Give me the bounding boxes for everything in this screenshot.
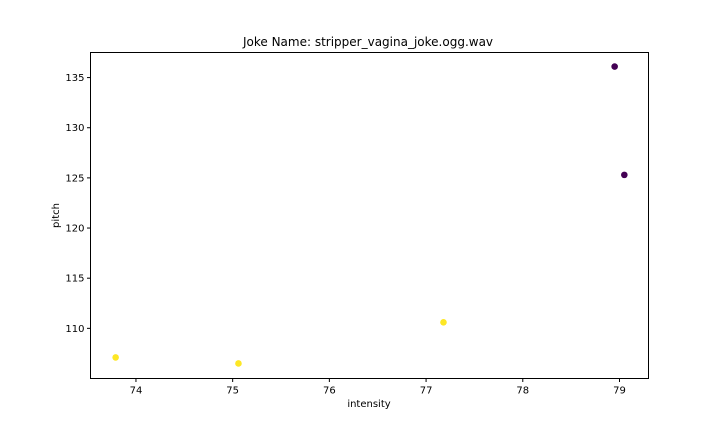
x-axis-label: intensity <box>347 399 390 410</box>
y-tick-label: 120 <box>65 224 84 235</box>
plot-area-frame <box>90 52 649 379</box>
scatter-point <box>440 319 447 326</box>
x-tick-label: 74 <box>130 386 143 397</box>
chart-title: Joke Name: stripper_vagina_joke.ogg.wav <box>242 35 493 49</box>
y-tick-label: 110 <box>65 324 84 335</box>
x-tick-label: 76 <box>323 386 336 397</box>
y-axis-label: pitch <box>51 203 62 228</box>
y-tick-label: 130 <box>65 123 84 134</box>
scatter-point <box>611 63 618 70</box>
x-tick-label: 79 <box>613 386 626 397</box>
x-tick-label: 78 <box>516 386 529 397</box>
scatter-point <box>621 171 628 179</box>
y-tick-label: 125 <box>65 173 84 184</box>
y-tick-label: 135 <box>65 73 84 84</box>
scatter-point <box>112 354 119 361</box>
x-tick-label: 77 <box>420 386 433 397</box>
x-tick-label: 75 <box>226 386 239 397</box>
y-tick-label: 115 <box>65 274 84 285</box>
scatter-point <box>235 360 242 367</box>
